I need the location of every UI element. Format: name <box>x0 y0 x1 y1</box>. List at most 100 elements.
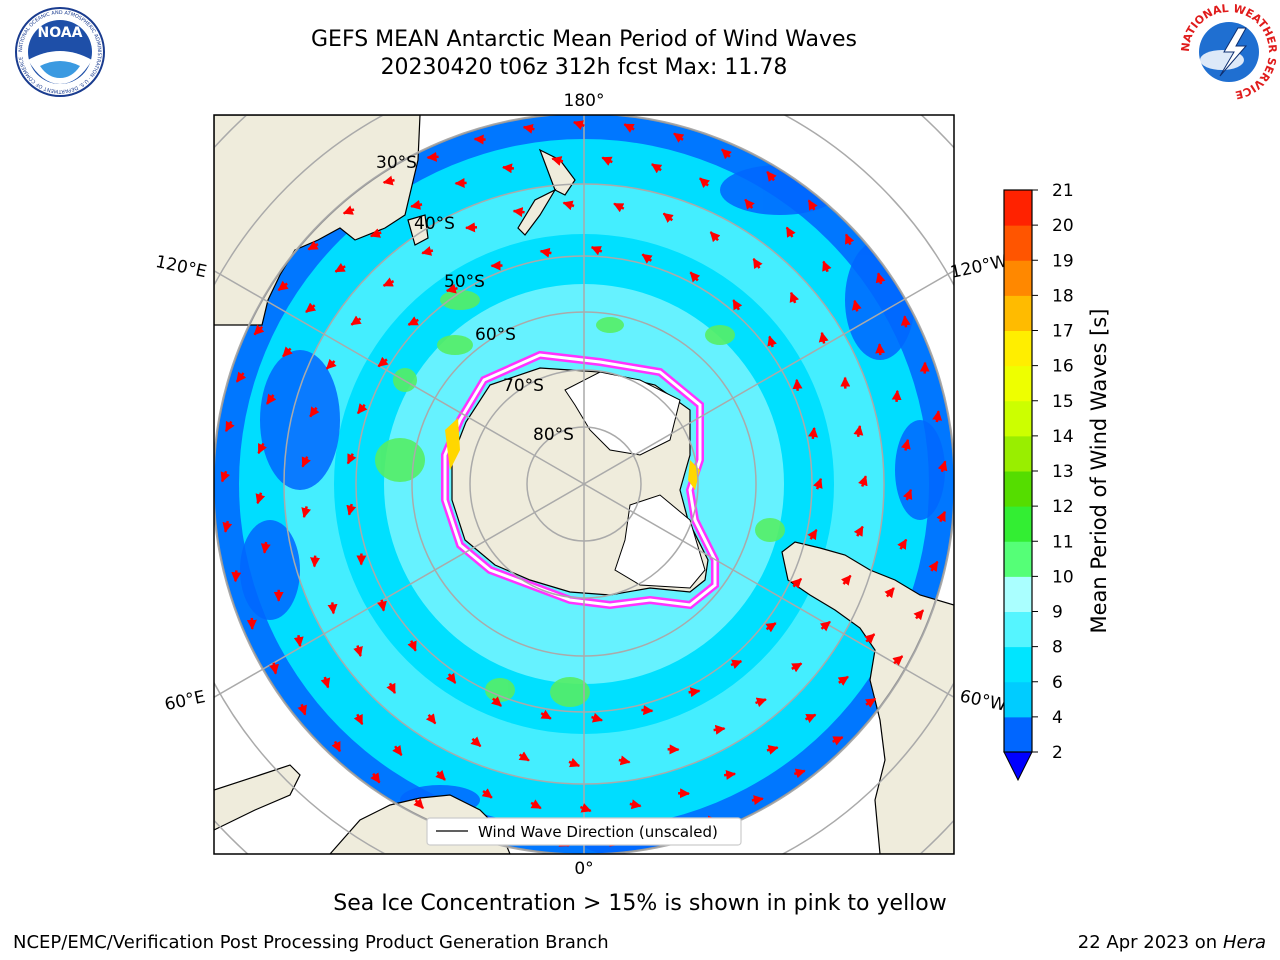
lat-label-70s: 70°S <box>503 376 544 396</box>
wave-arrow <box>425 713 437 725</box>
wave-arrow <box>293 635 304 648</box>
map-area <box>214 115 954 854</box>
wave-arrow <box>766 745 779 755</box>
colorbar-tick-label: 9 <box>1052 603 1063 623</box>
lon-label-120e: 120°E <box>154 252 209 282</box>
wave-arrow <box>902 488 913 501</box>
wave-arrow <box>305 302 317 313</box>
credit-machine: Hera <box>1222 932 1266 953</box>
wave-arrow <box>744 198 755 210</box>
colorbar-tick-label: 2 <box>1052 743 1063 763</box>
wave-arrow <box>562 200 575 211</box>
wave-arrow <box>309 406 320 418</box>
chart-title: GEFS MEAN Antarctic Mean Period of Wind … <box>311 27 857 52</box>
colorbar-tick-label: 18 <box>1052 286 1074 306</box>
wave-arrow <box>220 470 231 483</box>
colorbar-segment <box>1004 260 1032 296</box>
colorbar-label: Mean Period of Wind Waves [s] <box>1087 309 1111 634</box>
wave-arrow <box>579 803 592 813</box>
colorbar-segment <box>1004 471 1032 507</box>
wave-arrow <box>590 246 603 256</box>
map-legend: Wind Wave Direction (unscaled) <box>426 817 742 846</box>
wave-arrow <box>269 662 279 675</box>
wave-arrow <box>844 233 855 246</box>
wave-arrow <box>629 799 642 810</box>
wave-arrow <box>651 163 663 174</box>
lon-label-60e: 60°E <box>163 687 207 715</box>
lat-label-60s: 60°S <box>475 325 516 345</box>
wave-arrow <box>618 755 631 766</box>
wave-arrow <box>755 697 767 708</box>
map-frame <box>213 114 955 855</box>
lat-label-40s: 40°S <box>414 214 455 234</box>
land <box>214 115 954 854</box>
credit-date: 22 Apr 2023 on <box>1077 932 1223 953</box>
wave-arrow <box>407 640 417 652</box>
wave-arrow <box>426 151 439 162</box>
wave-arrow <box>346 453 357 465</box>
wave-arrow <box>822 260 832 273</box>
wave-arrow <box>235 371 247 383</box>
colorbar-segment <box>1004 681 1032 718</box>
wave-arrow <box>392 744 403 757</box>
colorbar-tick-label: 13 <box>1052 462 1074 482</box>
colorbar-segment <box>1004 541 1032 577</box>
lon-label-180: 180° <box>564 91 605 111</box>
wave-arrow <box>864 633 876 644</box>
wave-arrow <box>897 538 908 550</box>
wave-arrow <box>662 212 674 223</box>
colorbar: 2 4 6 8 9 10 11 12 13 14 15 16 17 18 19 20 21 Mean Perio… <box>1003 181 1111 782</box>
wave-arrow <box>572 120 585 130</box>
lon-label-120w: 120°W <box>949 251 1010 283</box>
colorbar-tick-label: 11 <box>1052 532 1074 552</box>
wave-arrow <box>445 283 458 294</box>
wave-arrow <box>673 132 685 143</box>
wave-arrow <box>713 724 726 735</box>
sea-ice-note: Sea Ice Concentration > 15% is shown in … <box>333 891 947 916</box>
wave-arrow <box>265 393 277 405</box>
wave-arrow <box>356 403 368 415</box>
wave-arrow <box>900 438 911 451</box>
wave-arrow <box>730 659 743 670</box>
colorbar-segment <box>1004 576 1032 612</box>
colorbar-tick-label: 19 <box>1052 251 1074 271</box>
wave-arrow <box>613 202 625 213</box>
wave-arrow <box>413 798 425 810</box>
colorbar-tick-label: 6 <box>1052 673 1063 693</box>
wave-arrow <box>382 175 395 186</box>
wave-arrow <box>785 226 796 238</box>
wave-arrow <box>840 574 852 586</box>
wave-arrow <box>481 788 493 799</box>
lon-label-60w: 60°W <box>958 686 1008 715</box>
wave-arrow <box>837 675 849 686</box>
wave-arrow <box>688 687 701 698</box>
wave-arrow <box>353 713 364 726</box>
wave-arrow <box>320 676 331 689</box>
chart-subtitle: 20230420 t06z 312h fcst Max: 11.78 <box>380 55 788 80</box>
wave-arrow <box>858 475 868 487</box>
wave-arrow <box>473 134 486 145</box>
graticule <box>214 115 954 854</box>
colorbar-under-arrow <box>1003 751 1033 782</box>
colorbar-tick-label: 10 <box>1052 567 1074 587</box>
wave-arrow <box>310 555 321 568</box>
colorbar-segment <box>1004 506 1032 542</box>
wave-arrow <box>331 740 342 753</box>
wave-arrow <box>386 682 397 694</box>
wave-arrow <box>551 156 564 166</box>
wave-arrow <box>807 529 818 541</box>
wave-arrow <box>377 599 387 612</box>
wave-arrow <box>307 240 319 251</box>
wave-arrow <box>325 358 337 370</box>
wave-arrow <box>377 356 389 368</box>
wave-arrow <box>808 427 819 440</box>
colorbar-segment <box>1004 330 1032 367</box>
colorbar-segment <box>1004 400 1032 437</box>
wave-arrow <box>813 477 823 490</box>
wave-arrow <box>853 425 864 438</box>
credit-right: 22 Apr 2023 on Hera <box>1078 932 1266 953</box>
wave-arrow <box>369 228 382 238</box>
colorbar-tick-label: 14 <box>1052 427 1074 447</box>
wave-arrow <box>530 799 542 810</box>
